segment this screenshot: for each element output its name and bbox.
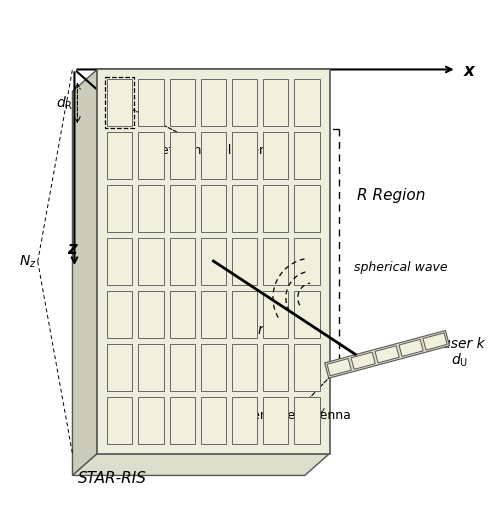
Polygon shape	[294, 79, 320, 126]
Polygon shape	[294, 397, 320, 444]
Polygon shape	[399, 339, 423, 356]
Polygon shape	[107, 344, 132, 391]
Polygon shape	[169, 238, 195, 285]
Polygon shape	[232, 238, 257, 285]
Text: R Region: R Region	[357, 188, 426, 203]
Polygon shape	[107, 291, 132, 338]
Text: $\boldsymbol{x}$: $\boldsymbol{x}$	[462, 62, 476, 80]
Polygon shape	[73, 454, 329, 476]
Polygon shape	[351, 352, 375, 369]
Polygon shape	[232, 79, 257, 126]
Polygon shape	[138, 344, 164, 391]
Polygon shape	[138, 291, 164, 338]
Polygon shape	[232, 132, 257, 179]
Polygon shape	[263, 238, 288, 285]
Polygon shape	[169, 397, 195, 444]
Polygon shape	[107, 397, 132, 444]
Text: user k: user k	[442, 337, 484, 352]
Polygon shape	[263, 397, 288, 444]
Polygon shape	[169, 291, 195, 338]
Polygon shape	[423, 333, 447, 350]
Polygon shape	[169, 79, 195, 126]
Polygon shape	[169, 344, 195, 391]
Text: $r_{mn}^{k}$: $r_{mn}^{k}$	[257, 320, 280, 342]
Polygon shape	[232, 344, 257, 391]
Polygon shape	[138, 185, 164, 232]
Polygon shape	[73, 70, 97, 476]
Polygon shape	[138, 397, 164, 444]
Text: $d_\mathrm{R}$: $d_\mathrm{R}$	[56, 94, 74, 112]
Polygon shape	[201, 79, 226, 126]
Polygon shape	[201, 185, 226, 232]
Polygon shape	[294, 291, 320, 338]
Polygon shape	[201, 238, 226, 285]
Polygon shape	[294, 185, 320, 232]
Polygon shape	[138, 132, 164, 179]
Polygon shape	[201, 291, 226, 338]
Polygon shape	[294, 344, 320, 391]
Text: $d_\mathrm{U}$: $d_\mathrm{U}$	[451, 352, 468, 369]
Text: reference element: reference element	[124, 105, 271, 157]
Polygon shape	[232, 397, 257, 444]
Polygon shape	[169, 185, 195, 232]
Polygon shape	[201, 132, 226, 179]
Polygon shape	[325, 330, 450, 378]
Polygon shape	[201, 397, 226, 444]
Polygon shape	[294, 238, 320, 285]
Text: $N_z$: $N_z$	[19, 253, 37, 270]
Text: $\boldsymbol{y}$: $\boldsymbol{y}$	[221, 172, 235, 190]
Polygon shape	[232, 185, 257, 232]
Polygon shape	[107, 79, 132, 126]
Polygon shape	[263, 344, 288, 391]
Polygon shape	[263, 132, 288, 179]
Polygon shape	[138, 238, 164, 285]
Polygon shape	[294, 132, 320, 179]
Polygon shape	[263, 291, 288, 338]
Polygon shape	[263, 79, 288, 126]
Polygon shape	[107, 185, 132, 232]
Text: $\boldsymbol{z}$: $\boldsymbol{z}$	[67, 240, 79, 258]
Text: reference antenna: reference antenna	[235, 370, 351, 422]
Polygon shape	[107, 132, 132, 179]
Text: spherical wave: spherical wave	[354, 262, 448, 275]
Polygon shape	[169, 132, 195, 179]
Polygon shape	[327, 359, 351, 376]
Polygon shape	[201, 344, 226, 391]
Polygon shape	[232, 291, 257, 338]
Polygon shape	[138, 79, 164, 126]
Polygon shape	[263, 185, 288, 232]
Text: $N_y$: $N_y$	[308, 401, 326, 419]
Text: STAR-RIS: STAR-RIS	[78, 471, 146, 486]
Polygon shape	[107, 238, 132, 285]
Polygon shape	[97, 70, 329, 454]
Polygon shape	[375, 346, 399, 363]
Text: $d_\mathrm{R}$: $d_\mathrm{R}$	[111, 405, 128, 422]
